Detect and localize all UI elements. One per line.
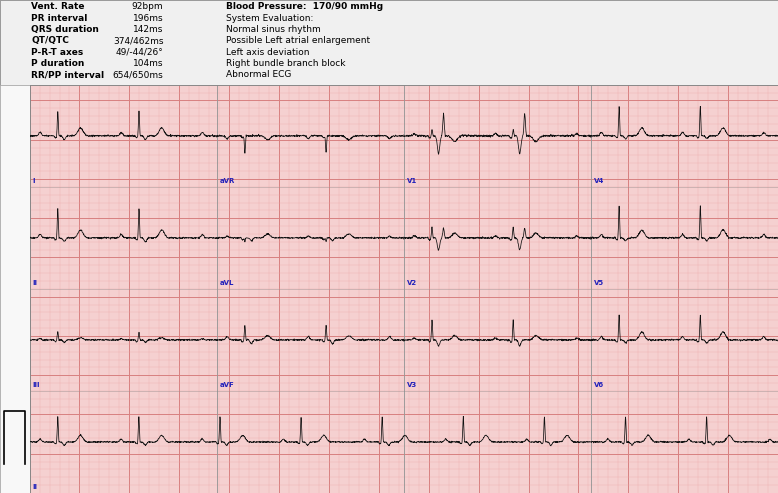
Text: QRS duration: QRS duration bbox=[31, 25, 99, 34]
Text: II: II bbox=[33, 484, 37, 490]
Text: Left axis deviation: Left axis deviation bbox=[226, 47, 309, 57]
Text: V3: V3 bbox=[407, 382, 417, 387]
Text: Right bundle branch block: Right bundle branch block bbox=[226, 59, 345, 68]
Text: 142ms: 142ms bbox=[133, 25, 163, 34]
Text: V4: V4 bbox=[594, 177, 605, 183]
Text: P duration: P duration bbox=[31, 59, 85, 68]
Text: II: II bbox=[33, 280, 37, 285]
Text: QT/QTC: QT/QTC bbox=[31, 36, 69, 45]
Text: System Evaluation:: System Evaluation: bbox=[226, 14, 313, 23]
Text: Abnormal ECG: Abnormal ECG bbox=[226, 70, 291, 79]
Text: V1: V1 bbox=[407, 177, 417, 183]
Text: 104ms: 104ms bbox=[133, 59, 163, 68]
Text: Normal sinus rhythm: Normal sinus rhythm bbox=[226, 25, 321, 34]
Text: I: I bbox=[33, 177, 35, 183]
Text: P-R-T axes: P-R-T axes bbox=[31, 47, 83, 57]
Text: V2: V2 bbox=[407, 280, 417, 285]
Text: aVR: aVR bbox=[219, 177, 235, 183]
Text: Vent. Rate: Vent. Rate bbox=[31, 2, 85, 11]
Text: V5: V5 bbox=[594, 280, 604, 285]
Text: 49/-44/26°: 49/-44/26° bbox=[116, 47, 163, 57]
Text: 374/462ms: 374/462ms bbox=[113, 36, 163, 45]
Text: V6: V6 bbox=[594, 382, 604, 387]
Text: 654/650ms: 654/650ms bbox=[113, 70, 163, 79]
Text: RR/PP interval: RR/PP interval bbox=[31, 70, 104, 79]
Text: Blood Pressure:  170/90 mmHg: Blood Pressure: 170/90 mmHg bbox=[226, 2, 383, 11]
Text: PR interval: PR interval bbox=[31, 14, 87, 23]
Text: III: III bbox=[33, 382, 40, 387]
Text: aVF: aVF bbox=[219, 382, 234, 387]
Text: Possible Left atrial enlargement: Possible Left atrial enlargement bbox=[226, 36, 370, 45]
Text: aVL: aVL bbox=[219, 280, 234, 285]
Text: 92bpm: 92bpm bbox=[131, 2, 163, 11]
Text: 196ms: 196ms bbox=[133, 14, 163, 23]
